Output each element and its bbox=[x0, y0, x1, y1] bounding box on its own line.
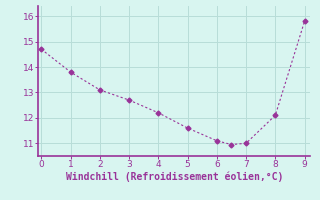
X-axis label: Windchill (Refroidissement éolien,°C): Windchill (Refroidissement éolien,°C) bbox=[66, 172, 283, 182]
